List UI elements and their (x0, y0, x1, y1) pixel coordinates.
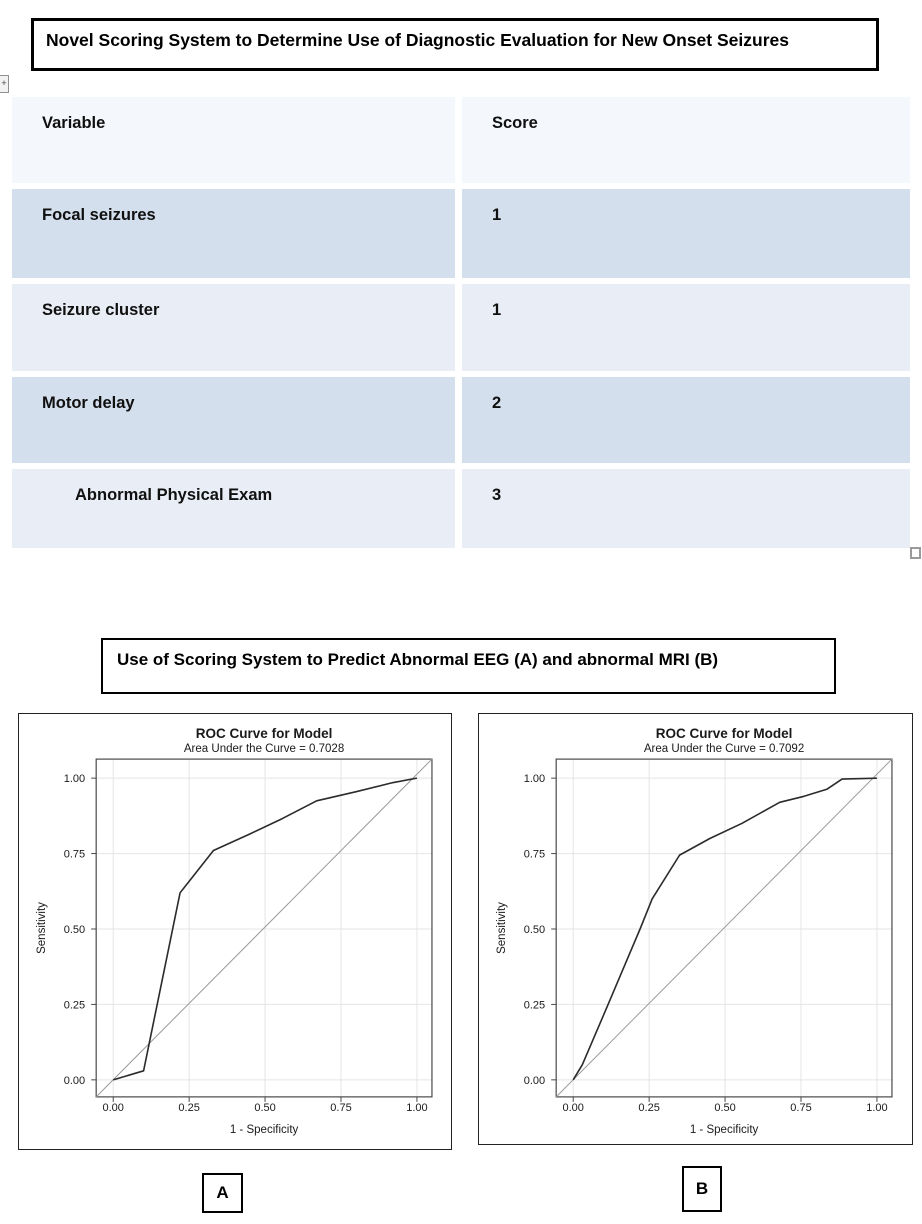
chart-subtitle: Area Under the Curve = 0.7092 (644, 743, 804, 755)
figure-title-box: Use of Scoring System to Predict Abnorma… (101, 638, 836, 694)
svg-text:0.25: 0.25 (64, 999, 85, 1011)
chart-title: ROC Curve for Model (656, 726, 793, 741)
cell-score: 2 (462, 377, 910, 463)
axis-ticks (91, 777, 418, 1102)
x-axis-label: 1 - Specificity (230, 1124, 299, 1136)
svg-text:0.50: 0.50 (254, 1102, 275, 1114)
table-header-row: Variable Score (12, 97, 910, 183)
x-axis-label: 1 - Specificity (690, 1124, 759, 1136)
svg-text:0.50: 0.50 (714, 1102, 735, 1114)
scoring-table: Variable Score Focal seizures 1 Seizure … (12, 97, 910, 554)
cell-variable: Abnormal Physical Exam (12, 469, 455, 548)
chart-subtitle: Area Under the Curve = 0.7028 (184, 743, 344, 755)
svg-text:0.75: 0.75 (790, 1102, 811, 1114)
svg-text:0.25: 0.25 (178, 1102, 199, 1114)
figure-title: Use of Scoring System to Predict Abnorma… (117, 650, 719, 669)
tick-labels: 0.00 0.25 0.50 0.75 1.00 0.00 0.25 0.50 0.75 1.00 (64, 773, 428, 1114)
cell-variable: Seizure cluster (12, 284, 455, 371)
roc-chart-a: 0.00 0.25 0.50 0.75 1.00 0.00 0.25 0.50 0.75 1.00… (18, 713, 452, 1150)
roc-chart-svg: 0.00 0.25 0.50 0.75 1.00 0.00 0.25 0.50 0.75 1.00… (496, 726, 893, 1136)
grid-lines (556, 759, 892, 1097)
plus-glyph: + (1, 78, 7, 88)
table-row: Seizure cluster 1 (12, 284, 910, 371)
svg-text:1.00: 1.00 (866, 1102, 887, 1114)
page-edge-expand-icon[interactable]: + (0, 75, 9, 93)
svg-text:0.00: 0.00 (562, 1102, 583, 1114)
svg-text:0.25: 0.25 (638, 1102, 659, 1114)
panel-label-a-box: A (202, 1173, 243, 1213)
reference-diagonal-line (95, 758, 433, 1098)
table-row: Motor delay 2 (12, 377, 910, 463)
resize-handle-icon[interactable] (910, 547, 921, 559)
svg-text:0.75: 0.75 (64, 849, 85, 861)
tick-labels: 0.00 0.25 0.50 0.75 1.00 0.00 0.25 0.50 0.75 1.00 (524, 773, 888, 1114)
svg-text:0.00: 0.00 (524, 1075, 545, 1087)
y-axis-label: Sensitivity (496, 902, 508, 954)
cell-variable: Motor delay (12, 377, 455, 463)
svg-text:1.00: 1.00 (64, 773, 85, 785)
roc-curve-line (572, 777, 877, 1081)
svg-text:0.50: 0.50 (524, 924, 545, 936)
cell-score: 3 (462, 469, 910, 548)
column-header-score: Score (462, 97, 910, 183)
plot-frame (555, 758, 893, 1098)
roc-chart-b: 0.00 0.25 0.50 0.75 1.00 0.00 0.25 0.50 0.75 1.00… (478, 713, 913, 1145)
cell-variable: Focal seizures (12, 189, 455, 278)
svg-text:0.00: 0.00 (102, 1102, 123, 1114)
svg-text:0.50: 0.50 (64, 924, 85, 936)
grid-lines (96, 759, 432, 1097)
svg-text:1.00: 1.00 (406, 1102, 427, 1114)
svg-text:0.75: 0.75 (330, 1102, 351, 1114)
svg-text:0.25: 0.25 (524, 999, 545, 1011)
chart-title: ROC Curve for Model (196, 726, 333, 741)
table-title-box: Novel Scoring System to Determine Use of… (31, 18, 879, 71)
column-header-variable: Variable (12, 97, 455, 183)
svg-text:1.00: 1.00 (524, 773, 545, 785)
table-title: Novel Scoring System to Determine Use of… (46, 30, 789, 50)
plot-frame (95, 758, 433, 1098)
panel-label-b: B (695, 1179, 709, 1198)
panel-label-b-box: B (682, 1166, 722, 1212)
cell-score: 1 (462, 284, 910, 371)
cell-score: 1 (462, 189, 910, 278)
roc-curve-line (112, 777, 418, 1081)
y-axis-label: Sensitivity (36, 902, 48, 954)
panel-label-a: A (216, 1183, 229, 1202)
svg-text:0.75: 0.75 (524, 849, 545, 861)
reference-diagonal-line (555, 758, 893, 1098)
table-row: Abnormal Physical Exam 3 (12, 469, 910, 548)
table-row: Focal seizures 1 (12, 189, 910, 278)
roc-chart-svg: 0.00 0.25 0.50 0.75 1.00 0.00 0.25 0.50 0.75 1.00… (36, 726, 433, 1136)
svg-text:0.00: 0.00 (64, 1075, 85, 1087)
axis-ticks (551, 777, 878, 1102)
